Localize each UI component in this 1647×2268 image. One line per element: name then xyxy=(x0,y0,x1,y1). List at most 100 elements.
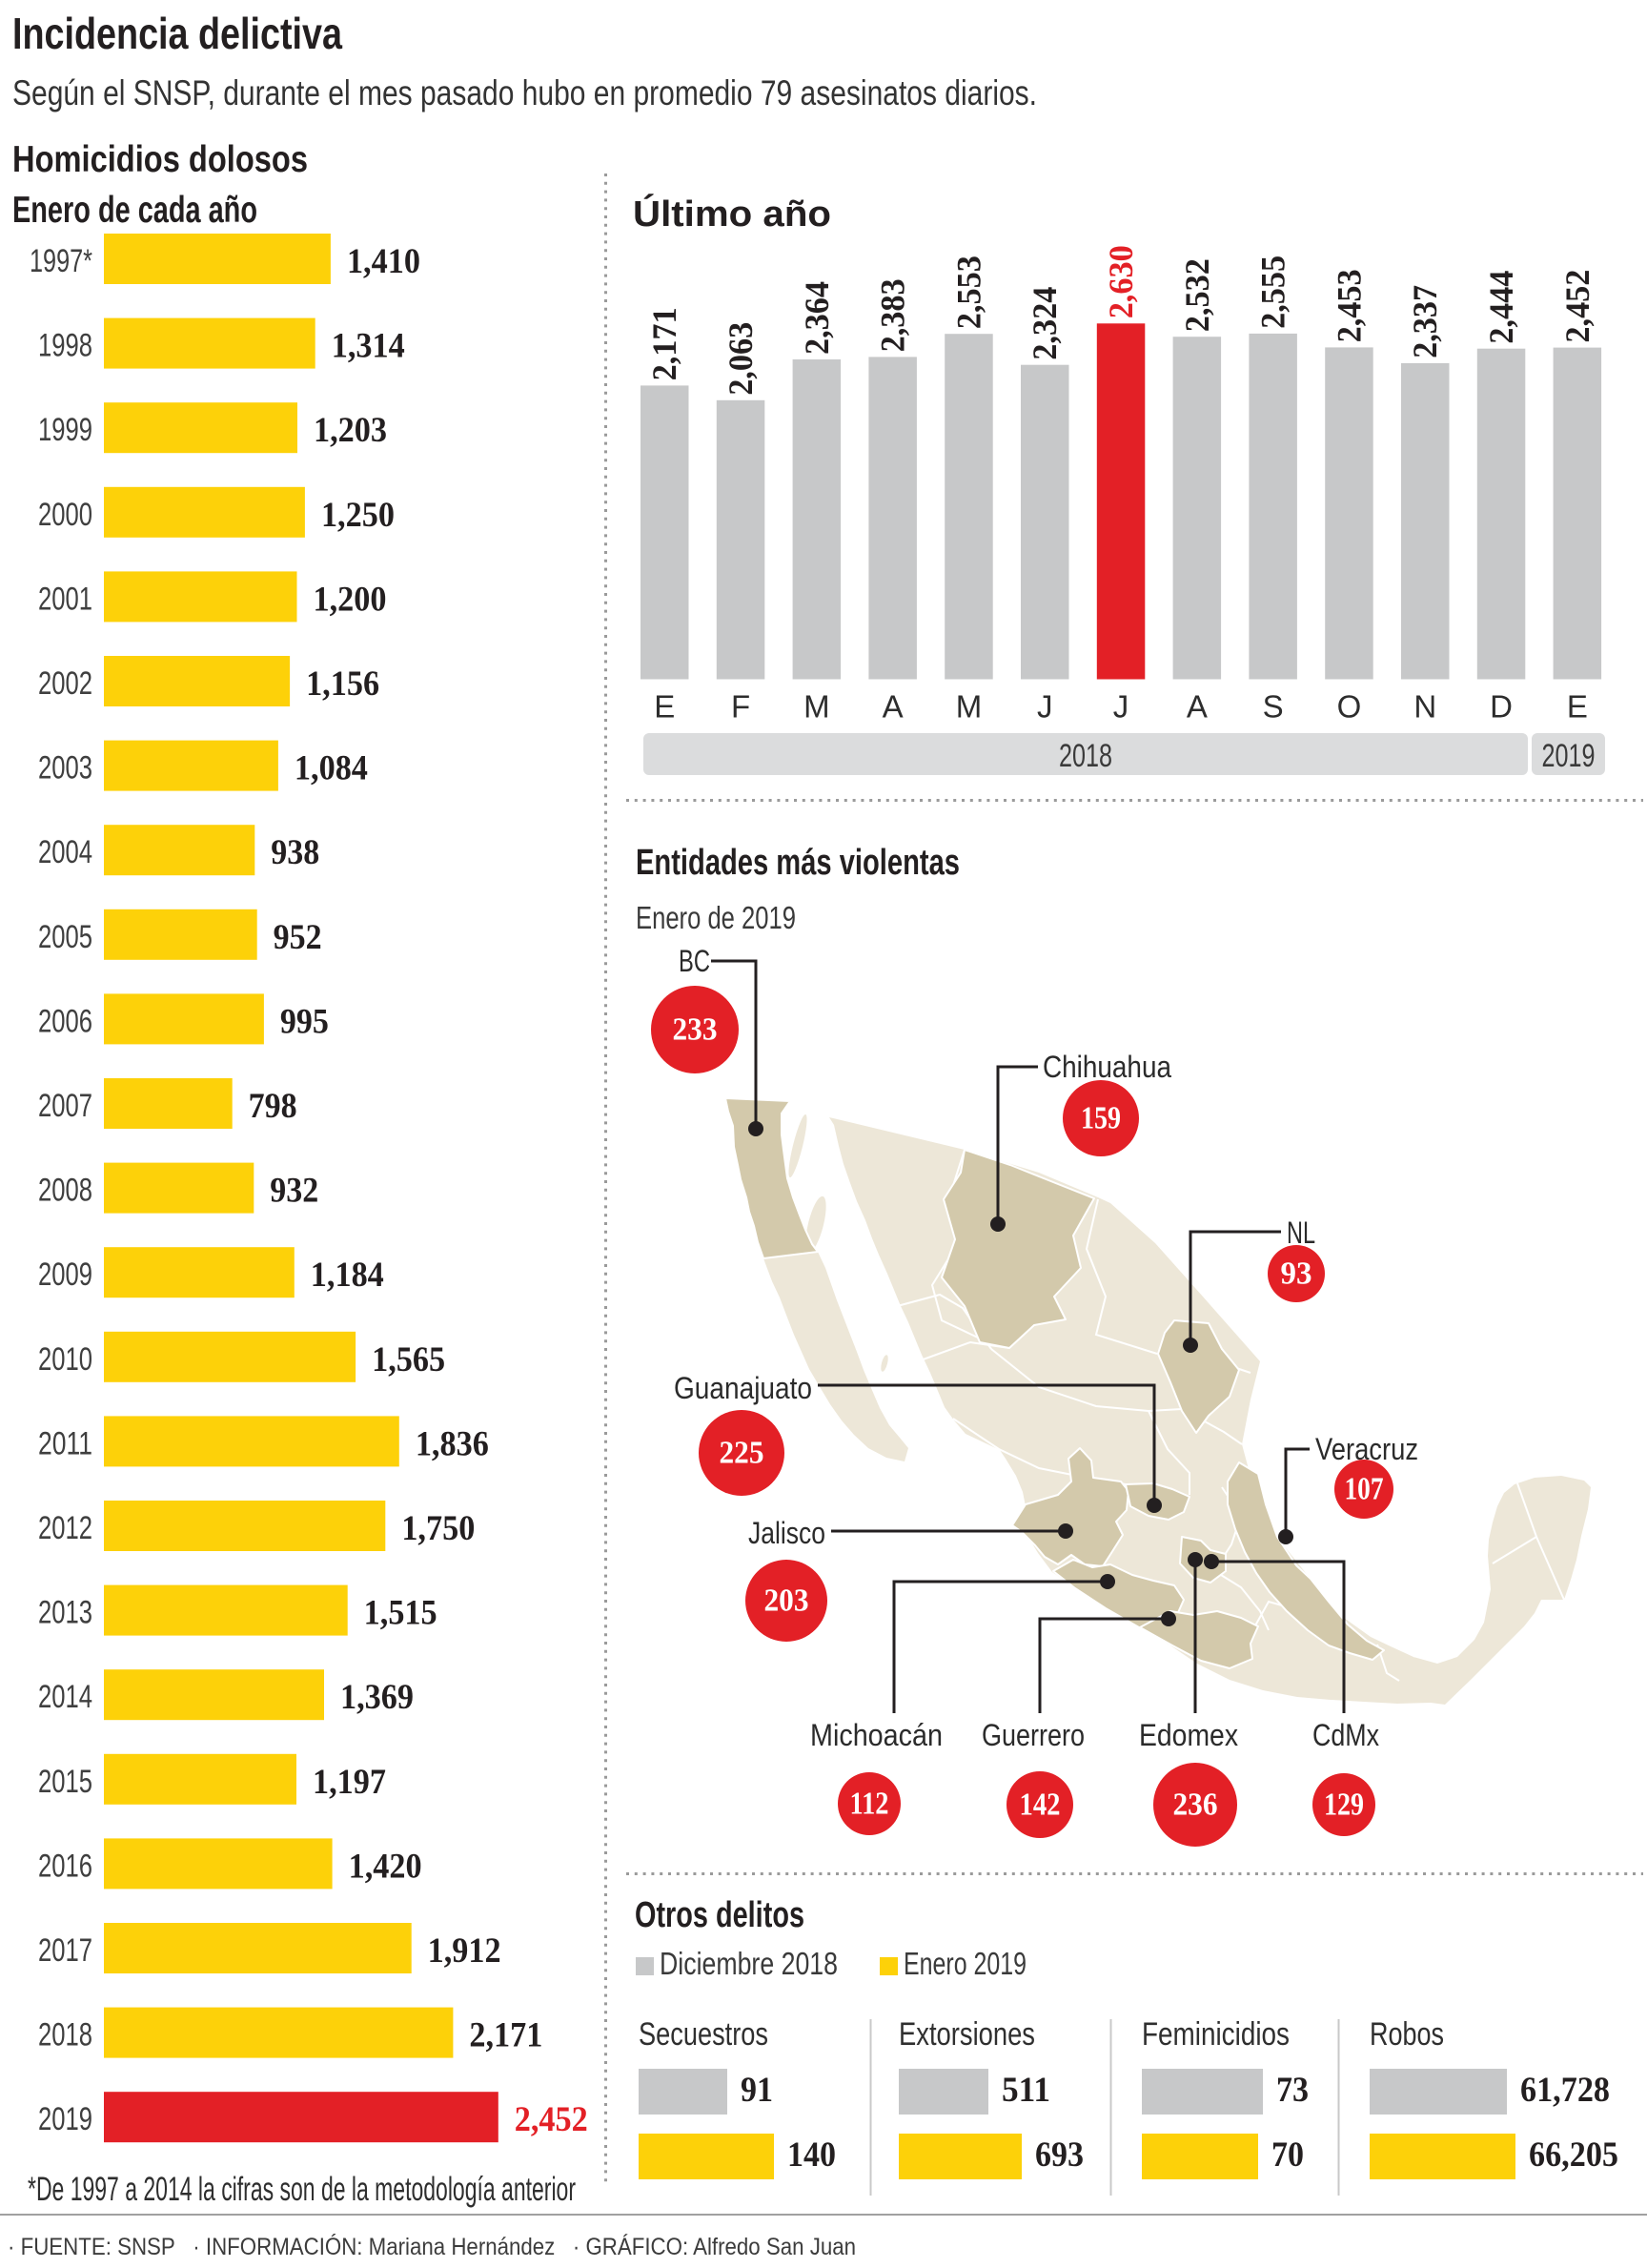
svg-text:2,324: 2,324 xyxy=(1026,287,1064,360)
svg-text:2013: 2013 xyxy=(38,1595,92,1631)
svg-text:2,452: 2,452 xyxy=(1558,270,1596,343)
svg-text:E: E xyxy=(1567,689,1588,725)
svg-text:E: E xyxy=(654,689,675,725)
svg-text:1,750: 1,750 xyxy=(401,1509,475,1548)
svg-text:2,630: 2,630 xyxy=(1102,245,1140,318)
svg-text:2,337: 2,337 xyxy=(1406,285,1444,358)
svg-text:1,184: 1,184 xyxy=(311,1256,384,1295)
svg-text:NL: NL xyxy=(1287,1216,1315,1250)
svg-text:Chihuahua: Chihuahua xyxy=(1043,1050,1171,1084)
svg-text:2009: 2009 xyxy=(38,1257,92,1293)
svg-text:2008: 2008 xyxy=(38,1173,92,1209)
svg-text:2007: 2007 xyxy=(38,1088,92,1124)
svg-text:1,565: 1,565 xyxy=(372,1340,445,1379)
svg-text:1,410: 1,410 xyxy=(347,242,420,281)
svg-text:BC: BC xyxy=(679,944,710,978)
svg-text:1,200: 1,200 xyxy=(314,580,387,619)
svg-text:2019: 2019 xyxy=(38,2101,92,2137)
svg-text:61,728: 61,728 xyxy=(1520,2071,1610,2110)
svg-text:511: 511 xyxy=(1002,2071,1050,2110)
svg-text:236: 236 xyxy=(1173,1788,1218,1823)
svg-text:F: F xyxy=(731,689,750,725)
svg-text:798: 798 xyxy=(249,1087,297,1126)
svg-text:2,063: 2,063 xyxy=(722,322,760,396)
svg-text:693: 693 xyxy=(1035,2135,1084,2175)
svg-text:932: 932 xyxy=(270,1172,318,1211)
svg-text:2001: 2001 xyxy=(38,581,92,617)
svg-text:2014: 2014 xyxy=(38,1679,92,1715)
svg-text:Otros delitos: Otros delitos xyxy=(635,1895,804,1935)
svg-text:M: M xyxy=(956,689,983,725)
svg-text:2002: 2002 xyxy=(38,665,92,702)
svg-text:2,364: 2,364 xyxy=(798,281,836,355)
svg-text:2005: 2005 xyxy=(38,919,92,955)
svg-text:1,369: 1,369 xyxy=(340,1678,414,1717)
svg-text:2,532: 2,532 xyxy=(1178,258,1216,332)
svg-text:Guerrero: Guerrero xyxy=(982,1718,1085,1752)
svg-text:995: 995 xyxy=(280,1002,329,1041)
svg-text:1,203: 1,203 xyxy=(314,411,387,450)
svg-text:Enero 2019: Enero 2019 xyxy=(904,1946,1027,1981)
svg-text:1,314: 1,314 xyxy=(332,327,405,366)
svg-text:2018: 2018 xyxy=(1059,738,1112,774)
svg-text:J: J xyxy=(1113,689,1129,725)
svg-text:2019: 2019 xyxy=(1542,738,1596,774)
svg-text:S: S xyxy=(1263,689,1284,725)
svg-text:938: 938 xyxy=(271,833,319,872)
svg-text:1,197: 1,197 xyxy=(313,1763,386,1802)
svg-text:Jalisco: Jalisco xyxy=(748,1516,825,1550)
svg-text:Diciembre 2018: Diciembre 2018 xyxy=(660,1946,838,1981)
svg-text:D: D xyxy=(1490,689,1513,725)
svg-text:2017: 2017 xyxy=(38,1932,92,1969)
svg-text:2,171: 2,171 xyxy=(645,307,683,380)
svg-text:2,444: 2,444 xyxy=(1482,271,1520,344)
svg-text:Michoacán: Michoacán xyxy=(810,1718,943,1752)
svg-text:Según el SNSP, durante el mes: Según el SNSP, durante el mes pasado hub… xyxy=(12,73,1037,112)
svg-text:J: J xyxy=(1037,689,1053,725)
svg-text:952: 952 xyxy=(274,918,322,957)
svg-text:2018: 2018 xyxy=(38,2017,92,2053)
svg-text:1,515: 1,515 xyxy=(364,1594,437,1633)
svg-text:Enero de 2019: Enero de 2019 xyxy=(636,900,796,935)
svg-text:Secuestros: Secuestros xyxy=(639,2016,768,2053)
svg-text:O: O xyxy=(1337,689,1362,725)
svg-text:Incidencia delictiva: Incidencia delictiva xyxy=(12,9,342,58)
svg-text:129: 129 xyxy=(1324,1788,1364,1823)
svg-text:2010: 2010 xyxy=(38,1341,92,1378)
svg-text:1997*: 1997* xyxy=(30,243,92,279)
svg-text:233: 233 xyxy=(673,1012,718,1048)
svg-text:Robos: Robos xyxy=(1370,2016,1444,2053)
svg-text:140: 140 xyxy=(787,2135,836,2175)
svg-text:1998: 1998 xyxy=(38,328,92,364)
svg-text:2,453: 2,453 xyxy=(1330,269,1368,342)
svg-text:2,555: 2,555 xyxy=(1254,255,1292,329)
svg-text:112: 112 xyxy=(850,1787,889,1822)
svg-text:N: N xyxy=(1413,689,1436,725)
svg-text:159: 159 xyxy=(1081,1101,1121,1136)
svg-text:Entidades más violentas: Entidades más violentas xyxy=(636,843,960,883)
svg-text:2,553: 2,553 xyxy=(950,255,988,329)
svg-text:93: 93 xyxy=(1281,1257,1312,1292)
svg-text:Extorsiones: Extorsiones xyxy=(899,2016,1035,2053)
svg-text:1,912: 1,912 xyxy=(428,1931,501,1971)
svg-text:1,156: 1,156 xyxy=(306,664,379,704)
svg-text:A: A xyxy=(1187,689,1208,725)
svg-text:2006: 2006 xyxy=(38,1003,92,1039)
svg-text:Último año: Último año xyxy=(633,193,831,235)
svg-text:2003: 2003 xyxy=(38,750,92,787)
svg-text:1,250: 1,250 xyxy=(321,496,395,535)
svg-text:225: 225 xyxy=(720,1436,764,1471)
svg-text:2000: 2000 xyxy=(38,497,92,533)
svg-text:2016: 2016 xyxy=(38,1848,92,1884)
svg-text:CdMx: CdMx xyxy=(1312,1718,1379,1752)
svg-text:73: 73 xyxy=(1276,2071,1309,2110)
svg-text:2012: 2012 xyxy=(38,1510,92,1546)
svg-text:Edomex: Edomex xyxy=(1139,1718,1238,1752)
svg-text:2011: 2011 xyxy=(38,1425,92,1461)
svg-text:2,452: 2,452 xyxy=(515,2100,588,2139)
svg-text:Feminicidios: Feminicidios xyxy=(1142,2016,1290,2053)
svg-text:M: M xyxy=(803,689,830,725)
svg-text:· FUENTE: SNSP · INFORMACIÓN: · FUENTE: SNSP · INFORMACIÓN: Mariana He… xyxy=(8,2233,856,2260)
svg-text:203: 203 xyxy=(764,1584,809,1619)
svg-text:2004: 2004 xyxy=(38,834,92,870)
